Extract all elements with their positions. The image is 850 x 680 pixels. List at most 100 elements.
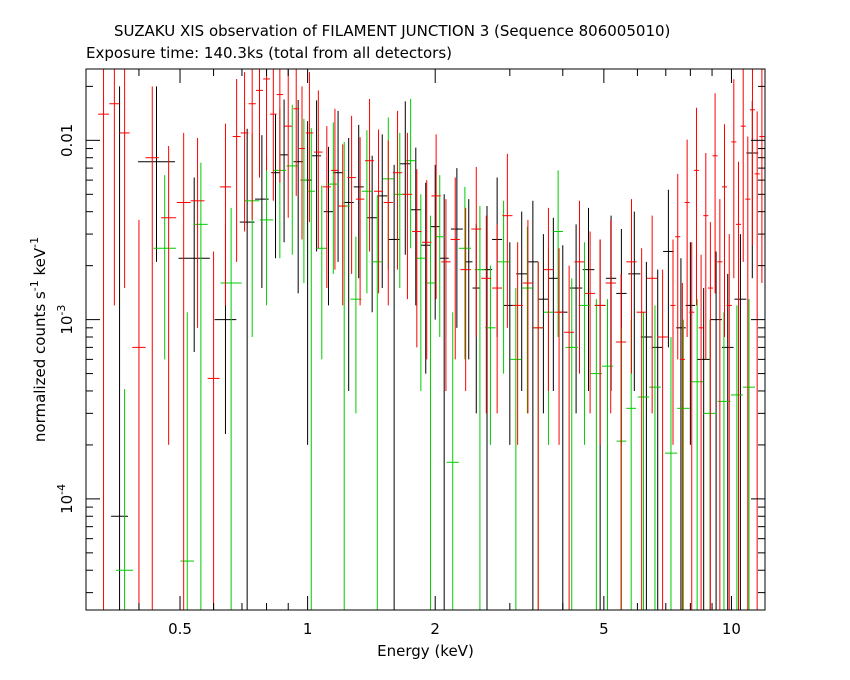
data-point [207,251,220,610]
data-point [458,186,471,360]
data-point [679,283,685,610]
data-point [347,115,356,274]
data-point [533,261,544,610]
data-point [232,78,241,262]
data-point [497,200,510,374]
data-point [327,122,339,274]
data-point [338,144,347,306]
data-point [180,312,195,610]
data-point [374,129,384,294]
data-point [314,90,323,249]
data-point [219,123,232,306]
x-tick-label: 5 [599,620,609,638]
y-tick-label: 10-3 [55,305,76,335]
data-point [430,164,440,320]
data-point [422,180,432,360]
data-point [481,215,492,414]
data-point [707,222,713,610]
data-point [293,69,300,196]
data-point [574,200,585,374]
data-point [312,100,322,252]
data-point [421,182,431,374]
data-point [410,147,421,306]
data-point [450,177,460,360]
data-point [605,219,616,414]
data-point [132,219,146,610]
data-point [745,136,751,610]
y-tick-label: 0.01 [58,124,76,157]
data-point [416,194,426,391]
data-point [565,278,579,610]
data-point [703,152,709,360]
data-point [138,86,175,262]
data-point [726,234,732,610]
data-point [259,154,274,306]
data-point [153,175,176,360]
data-point [355,137,365,306]
data-point [343,138,354,391]
data-point [293,99,303,294]
data-point [220,207,242,610]
data-point [279,99,289,243]
data-point [690,299,704,610]
data-point [640,261,653,610]
data-point [450,168,463,328]
data-point [116,389,134,610]
data-point [543,207,554,391]
data-point [693,107,700,306]
data-point [331,108,339,270]
y-axis-label: normalized counts s-1 keV-1 [28,237,49,442]
data-point [400,101,411,255]
data-point [615,273,627,610]
data-point [521,226,533,414]
data-point [684,139,690,337]
data-point [670,239,676,445]
data-point [248,69,256,220]
data-point [392,110,403,270]
data-point [754,111,760,610]
data-point [350,236,362,414]
data-point [446,312,459,610]
data-point [307,128,315,610]
data-point [161,145,177,445]
data-point [402,132,413,300]
data-point [284,69,293,218]
data-point [109,69,120,306]
data-point [194,162,208,610]
data-point [435,175,445,337]
data-point [503,242,516,445]
data-point [527,200,539,610]
data-point [471,167,482,337]
data-point [338,141,350,610]
data-point [263,69,270,171]
data-point [276,69,284,183]
x-tick-label: 2 [430,620,440,638]
data-point [742,299,756,610]
x-tick-label: 10 [722,620,741,638]
data-point [190,138,205,328]
data-point [322,126,331,289]
data-point [353,124,364,279]
data-point [439,194,449,610]
data-point [626,199,637,374]
data-point [145,86,159,610]
data-point [383,140,393,306]
data-point [270,69,277,201]
data-point [365,99,375,252]
data-points [98,69,765,610]
data-point [510,288,522,610]
chart-title: SUZAKU XIS observation of FILAMENT JUNCT… [114,22,671,40]
data-point [548,217,559,391]
data-point [412,169,422,348]
data-point [502,153,513,328]
data-point [712,93,718,294]
data-point [431,134,441,300]
data-point [759,69,765,284]
data-point [585,231,596,414]
data-point [255,69,264,178]
data-point [721,124,728,337]
data-point [394,132,406,289]
y-axis-ticks [86,85,765,594]
